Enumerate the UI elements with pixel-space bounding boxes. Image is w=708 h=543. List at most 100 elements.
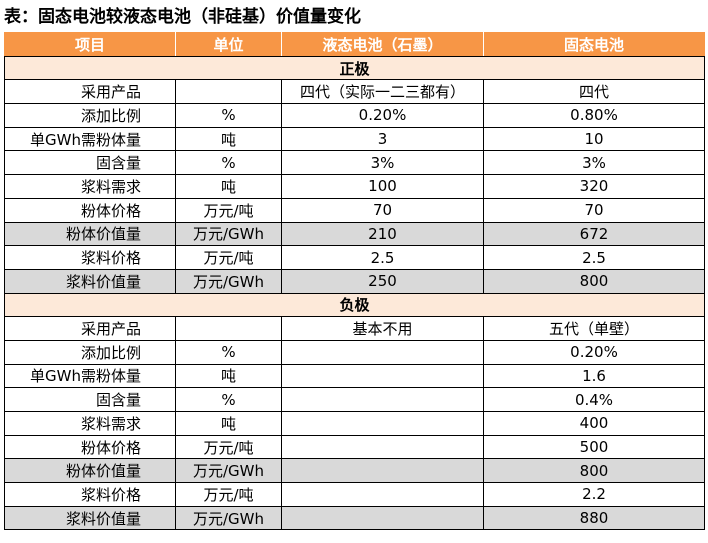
header-row: 项目 单位 液态电池（石墨） 固态电池 xyxy=(4,32,705,57)
table-row: 浆料价值量 万元/GWh 880 xyxy=(4,505,705,531)
liquid-value-cell: 100 xyxy=(281,174,484,199)
unit-cell: 万元/GWh xyxy=(175,505,282,531)
solid-value-cell: 800 xyxy=(483,458,705,484)
item-cell: 浆料价格 xyxy=(4,245,176,270)
liquid-value-cell: 基本不用 xyxy=(281,316,484,341)
liquid-value-cell: 2.5 xyxy=(281,245,484,270)
solid-value-cell: 3% xyxy=(483,150,705,176)
unit-cell: 万元/吨 xyxy=(175,434,282,460)
header-unit: 单位 xyxy=(175,32,282,57)
item-cell: 粉体价格 xyxy=(4,197,176,223)
item-cell: 添加比例 xyxy=(4,103,176,128)
liquid-value-cell: 3% xyxy=(281,150,484,176)
table-row: 固含量% 3% 3% xyxy=(4,150,705,176)
table-row: 粉体价格 万元/吨 70 70 xyxy=(4,197,705,223)
table-row: 粉体价值量 万元/GWh 210 672 xyxy=(4,221,705,247)
liquid-value-cell: 250 xyxy=(281,268,484,294)
item-cell: 采用产品 xyxy=(4,79,176,105)
solid-value-cell: 0.4% xyxy=(483,387,705,412)
item-cell: 粉体价格 xyxy=(4,434,176,460)
item-cell: 固含量 xyxy=(4,387,176,412)
item-cell: 固含量 xyxy=(4,150,176,176)
section-row-negative: 负极 xyxy=(4,292,705,318)
liquid-value-cell: 3 xyxy=(281,126,484,152)
item-cell: 添加比例 xyxy=(4,339,176,365)
section-row-positive: 正极 xyxy=(4,55,705,81)
liquid-value-cell xyxy=(281,387,484,412)
unit-cell: % xyxy=(175,150,282,176)
solid-value-cell: 672 xyxy=(483,221,705,247)
solid-value-cell: 880 xyxy=(483,505,705,531)
item-cell: 浆料价格 xyxy=(4,482,176,507)
header-item: 项目 xyxy=(4,32,176,57)
solid-value-cell: 五代（单壁） xyxy=(483,316,705,341)
section-label: 正极 xyxy=(4,55,705,81)
header-liquid-battery: 液态电池（石墨） xyxy=(281,32,484,57)
solid-value-cell: 2.2 xyxy=(483,482,705,507)
table-row: 单GWh需粉体量吨 1.6 xyxy=(4,363,705,389)
unit-cell: 吨 xyxy=(175,174,282,199)
table-row: 浆料需求吨 100 320 xyxy=(4,174,705,199)
table-row: 添加比例% 0.20% 0.80% xyxy=(4,103,705,128)
liquid-value-cell xyxy=(281,411,484,436)
table-row: 固含量% 0.4% xyxy=(4,387,705,412)
liquid-value-cell: 四代（实际一二三都有） xyxy=(281,79,484,105)
table-row: 添加比例% 0.20% xyxy=(4,339,705,365)
item-cell: 采用产品 xyxy=(4,316,176,341)
liquid-value-cell xyxy=(281,482,484,507)
unit-cell: 万元/吨 xyxy=(175,245,282,270)
liquid-value-cell: 0.20% xyxy=(281,103,484,128)
solid-value-cell: 四代 xyxy=(483,79,705,105)
table-row: 浆料价格 万元/吨 2.5 2.5 xyxy=(4,245,705,270)
table-row: 采用产品 四代（实际一二三都有） 四代 xyxy=(4,79,705,105)
item-cell: 粉体价值量 xyxy=(4,458,176,484)
table-row: 粉体价格 万元/吨 500 xyxy=(4,434,705,460)
table-title: 表：固态电池较液态电池（非硅基）价值量变化 xyxy=(4,7,361,27)
unit-cell: 万元/吨 xyxy=(175,197,282,223)
liquid-value-cell xyxy=(281,458,484,484)
unit-cell: % xyxy=(175,103,282,128)
solid-value-cell: 70 xyxy=(483,197,705,223)
item-cell: 单GWh需粉体量 xyxy=(4,126,176,152)
item-cell: 单GWh需粉体量 xyxy=(4,363,176,389)
solid-value-cell: 400 xyxy=(483,411,705,436)
section-label: 负极 xyxy=(4,292,705,318)
unit-cell: % xyxy=(175,339,282,365)
solid-value-cell: 1.6 xyxy=(483,363,705,389)
liquid-value-cell xyxy=(281,339,484,365)
unit-cell: % xyxy=(175,387,282,412)
table-row: 粉体价值量 万元/GWh 800 xyxy=(4,458,705,484)
liquid-value-cell: 70 xyxy=(281,197,484,223)
item-cell: 浆料价值量 xyxy=(4,505,176,531)
unit-cell: 万元/GWh xyxy=(175,268,282,294)
solid-value-cell: 0.80% xyxy=(483,103,705,128)
table-row: 采用产品 基本不用 五代（单壁） xyxy=(4,316,705,341)
unit-cell: 万元/吨 xyxy=(175,482,282,507)
liquid-value-cell: 210 xyxy=(281,221,484,247)
unit-cell xyxy=(175,79,282,105)
item-cell: 浆料价值量 xyxy=(4,268,176,294)
unit-cell: 吨 xyxy=(175,126,282,152)
solid-value-cell: 2.5 xyxy=(483,245,705,270)
unit-cell xyxy=(175,316,282,341)
liquid-value-cell xyxy=(281,363,484,389)
liquid-value-cell xyxy=(281,434,484,460)
item-cell: 浆料需求 xyxy=(4,411,176,436)
item-cell: 粉体价值量 xyxy=(4,221,176,247)
solid-value-cell: 0.20% xyxy=(483,339,705,365)
solid-value-cell: 500 xyxy=(483,434,705,460)
unit-cell: 万元/GWh xyxy=(175,458,282,484)
table-row: 浆料价值量 万元/GWh 250 800 xyxy=(4,268,705,294)
solid-value-cell: 800 xyxy=(483,268,705,294)
liquid-value-cell xyxy=(281,505,484,531)
header-solid-battery: 固态电池 xyxy=(483,32,705,57)
unit-cell: 吨 xyxy=(175,411,282,436)
solid-value-cell: 320 xyxy=(483,174,705,199)
table-row: 单GWh需粉体量吨 3 10 xyxy=(4,126,705,152)
solid-value-cell: 10 xyxy=(483,126,705,152)
unit-cell: 万元/GWh xyxy=(175,221,282,247)
item-cell: 浆料需求 xyxy=(4,174,176,199)
value-comparison-table: 项目 单位 液态电池（石墨） 固态电池 正极 采用产品 四代（实际一二三都有） 四代添… xyxy=(4,32,705,531)
table-row: 浆料需求吨 400 xyxy=(4,411,705,436)
unit-cell: 吨 xyxy=(175,363,282,389)
